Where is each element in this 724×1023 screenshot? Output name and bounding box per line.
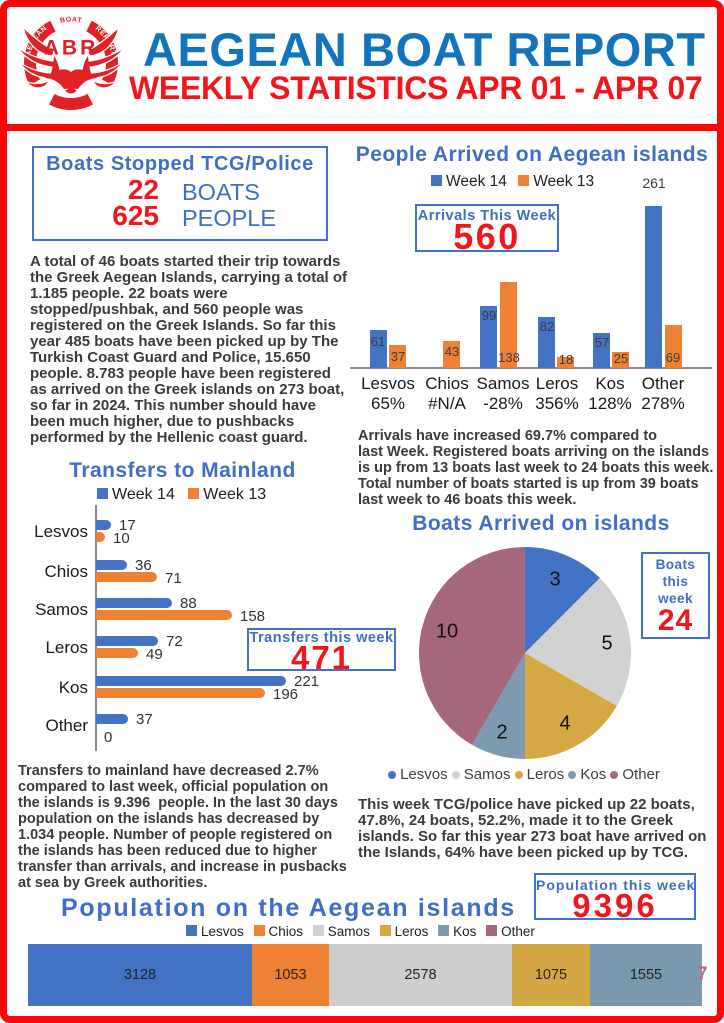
svg-text:4: 4 — [559, 712, 570, 734]
svg-text:BOAT: BOAT — [59, 16, 82, 24]
svg-text:3: 3 — [549, 568, 560, 590]
svg-text:10: 10 — [436, 620, 458, 642]
svg-text:2: 2 — [496, 721, 507, 743]
svg-text:ABR: ABR — [44, 37, 99, 60]
svg-text:5: 5 — [601, 632, 612, 654]
